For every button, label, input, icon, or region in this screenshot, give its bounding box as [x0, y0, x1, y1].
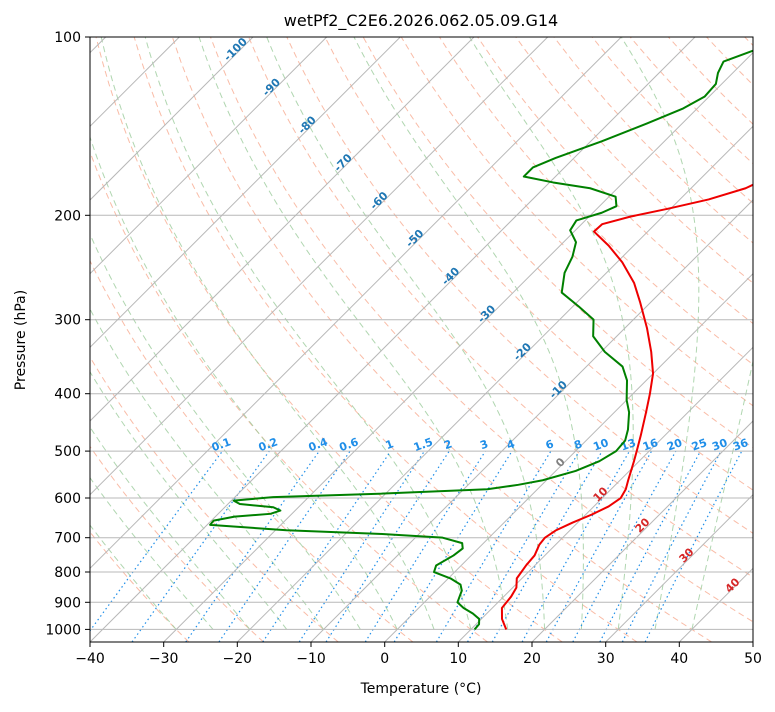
x-tick-label: 30	[597, 651, 615, 667]
y-tick-label: 700	[54, 531, 81, 547]
y-tick-label: 200	[54, 208, 81, 224]
skewt-chart: wetPf2_C2E6.2026.062.05.09.G14 0.10.20.4…	[0, 0, 775, 708]
y-tick-label: 600	[54, 491, 81, 507]
chart-title: wetPf2_C2E6.2026.062.05.09.G14	[284, 11, 558, 31]
x-tick-label: 10	[449, 651, 467, 667]
x-axis-label: Temperature (°C)	[360, 681, 482, 697]
y-tick-label: 500	[54, 444, 81, 460]
x-tick-label: −40	[75, 651, 105, 667]
y-tick-label: 900	[54, 595, 81, 611]
y-tick-label: 400	[54, 387, 81, 403]
skewt-svg: wetPf2_C2E6.2026.062.05.09.G14 0.10.20.4…	[0, 0, 775, 708]
y-tick-label: 100	[54, 30, 81, 46]
x-tick-label: 40	[670, 651, 688, 667]
y-tick-label: 800	[54, 565, 81, 581]
x-tick-label: −30	[149, 651, 179, 667]
y-tick-label: 1000	[45, 622, 81, 638]
x-tick-label: 50	[744, 651, 762, 667]
x-tick-label: 20	[523, 651, 541, 667]
x-tick-label: 0	[380, 651, 389, 667]
x-tick-label: −20	[223, 651, 253, 667]
x-tick-label: −10	[296, 651, 326, 667]
y-tick-label: 300	[54, 313, 81, 329]
y-axis-label: Pressure (hPa)	[13, 290, 29, 390]
